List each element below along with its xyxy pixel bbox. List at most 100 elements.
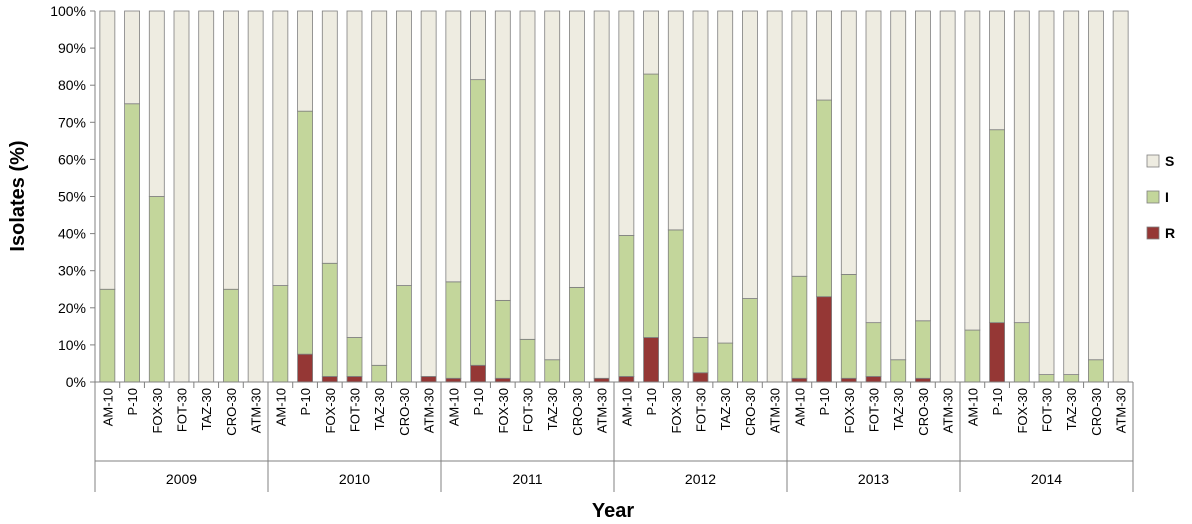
bar-segment-r-2013-p-10 — [816, 296, 832, 383]
bar-segment-i-2011-am-10 — [445, 281, 462, 379]
x-group-label: 2013 — [858, 471, 889, 487]
bar-segment-i-2012-am-10 — [618, 235, 635, 377]
x-category-label: P-10 — [471, 388, 486, 415]
x-group-label: 2010 — [339, 471, 370, 487]
bar-segment-r-2013-fox-30 — [840, 377, 857, 383]
x-category-label: AM-10 — [619, 388, 634, 426]
bar-segment-i-2011-fox-30 — [494, 299, 511, 379]
bar-segment-r-2011-am-10 — [445, 377, 462, 383]
bar-segment-s-2013-fot-30 — [865, 10, 882, 324]
legend-swatch-s — [1146, 154, 1160, 168]
x-axis-category-labels: AM-10 P-10 FOX-30 FOT-30 TAZ-30 CRO-30 ATM-30 A… — [100, 388, 1128, 436]
bar-segment-s-2012-fox-30 — [667, 10, 684, 231]
bar-segment-i-2012-p-10 — [643, 73, 659, 338]
bar-segment-s-2009-fox-30 — [148, 10, 165, 197]
bar-segment-r-2010-fot-30 — [346, 376, 363, 383]
y-tick-label: 40% — [58, 226, 86, 242]
x-category-label: CRO-30 — [570, 388, 585, 436]
y-tick-label: 100% — [50, 3, 86, 19]
bar-segment-i-2010-taz-30 — [371, 364, 388, 383]
bar-segment-r-2013-cro-30 — [915, 377, 931, 383]
bar-segment-s-2014-am-10 — [964, 10, 981, 331]
x-category-label: FOT-30 — [867, 388, 882, 432]
bar-segment-i-2010-am-10 — [272, 285, 289, 383]
x-category-label: AM-10 — [792, 388, 807, 426]
bar-segment-r-2012-p-10 — [643, 337, 659, 383]
bar-segment-s-2009-atm-30 — [247, 10, 264, 383]
y-axis-ticks: 0% 10% 20% 30% 40% 50% 60% 70% 80% 90% 100% — [50, 3, 95, 390]
axes — [94, 11, 1134, 492]
x-category-label: TAZ-30 — [1064, 388, 1079, 430]
x-category-label: FOX-30 — [842, 388, 857, 434]
bar-segment-i-2009-fox-30 — [148, 196, 165, 383]
bar-segment-s-2012-atm-30 — [766, 10, 783, 383]
bar-segment-s-2011-am-10 — [445, 10, 462, 283]
bar-segment-i-2009-p-10 — [124, 103, 140, 383]
bar-segment-s-2012-taz-30 — [717, 10, 734, 344]
bar-segment-i-2012-cro-30 — [742, 298, 758, 383]
x-group-label: 2009 — [166, 471, 197, 487]
x-category-label: TAZ-30 — [545, 388, 560, 430]
x-category-label: ATM-30 — [422, 388, 437, 433]
bar-segment-r-2012-am-10 — [618, 376, 635, 383]
y-tick-label: 60% — [58, 151, 86, 167]
bar-segment-s-2011-p-10 — [470, 10, 486, 81]
x-category-label: FOX-30 — [669, 388, 684, 434]
bar-segment-s-2010-am-10 — [272, 10, 289, 286]
bar-segment-i-2010-cro-30 — [396, 285, 412, 383]
bar-segment-i-2013-cro-30 — [915, 320, 931, 379]
bar-segment-s-2014-cro-30 — [1088, 10, 1104, 361]
x-category-label: ATM-30 — [1114, 388, 1129, 433]
y-axis-title: Isolates (%) — [7, 140, 29, 251]
y-tick-label: 80% — [58, 77, 86, 93]
bar-segment-s-2013-p-10 — [816, 10, 832, 101]
bar-segment-i-2009-cro-30 — [223, 288, 239, 383]
x-category-label: AM-10 — [100, 388, 115, 426]
bar-segment-i-2011-fot-30 — [519, 338, 536, 383]
x-category-label: TAZ-30 — [891, 388, 906, 430]
bar-segment-s-2010-atm-30 — [420, 10, 437, 377]
bar-segment-s-2009-p-10 — [124, 10, 140, 105]
bar-segment-r-2010-atm-30 — [420, 376, 437, 383]
bar-segment-i-2013-am-10 — [791, 275, 808, 379]
y-tick-label: 0% — [66, 374, 86, 390]
bar-segment-i-2014-fox-30 — [1013, 322, 1030, 383]
bar-segment-i-2012-taz-30 — [717, 342, 734, 383]
bar-segment-i-2011-p-10 — [470, 79, 486, 366]
bar-segment-s-2010-fot-30 — [346, 10, 363, 338]
legend-label-r: R — [1165, 225, 1175, 241]
x-category-label: FOX-30 — [323, 388, 338, 434]
x-category-label: TAZ-30 — [199, 388, 214, 430]
bar-segment-i-2014-am-10 — [964, 329, 981, 383]
bar-segment-s-2012-fot-30 — [692, 10, 709, 338]
y-tick-label: 50% — [58, 189, 86, 205]
bar-segment-i-2014-cro-30 — [1088, 359, 1104, 383]
legend-swatch-i — [1146, 190, 1160, 204]
bar-segment-i-2011-cro-30 — [569, 286, 585, 383]
legend-swatch-r — [1146, 226, 1160, 240]
x-group-label: 2014 — [1031, 471, 1062, 487]
x-category-label: AM-10 — [446, 388, 461, 426]
x-category-label: CRO-30 — [743, 388, 758, 436]
x-category-label: FOT-30 — [348, 388, 363, 432]
x-category-label: ATM-30 — [595, 388, 610, 433]
bar-segment-i-2010-fot-30 — [346, 337, 363, 377]
x-category-label: ATM-30 — [249, 388, 264, 433]
x-group-label: 2012 — [685, 471, 716, 487]
bar-segment-s-2009-cro-30 — [223, 10, 239, 290]
bar-segment-r-2012-fot-30 — [692, 372, 709, 383]
bar-segment-i-2014-taz-30 — [1063, 374, 1080, 383]
x-category-label: FOT-30 — [694, 388, 709, 432]
bar-segment-s-2013-atm-30 — [939, 10, 956, 383]
x-category-label: ATM-30 — [768, 388, 783, 433]
x-category-label: P-10 — [644, 388, 659, 415]
bar-segment-s-2011-fox-30 — [494, 10, 511, 301]
bar-segment-i-2013-fox-30 — [840, 274, 857, 379]
legend-label-s: S — [1165, 153, 1174, 169]
x-category-label: FOT-30 — [521, 388, 536, 432]
bar-segment-r-2011-fox-30 — [494, 377, 511, 383]
bar-segment-r-2013-am-10 — [791, 377, 808, 383]
bar-segment-s-2014-taz-30 — [1063, 10, 1080, 375]
bar-segment-i-2011-taz-30 — [544, 359, 561, 383]
